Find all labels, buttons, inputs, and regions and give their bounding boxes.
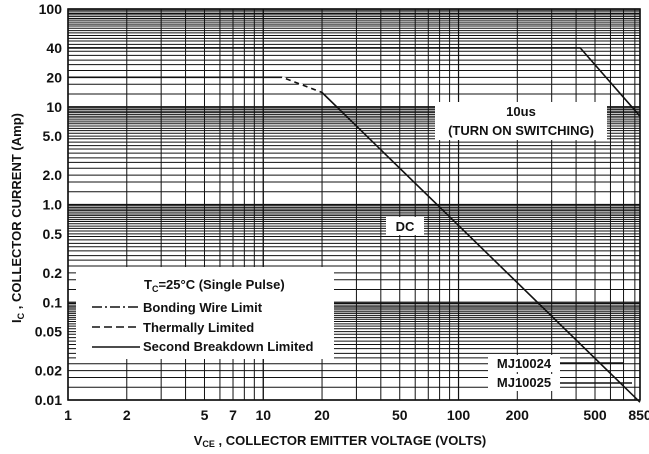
x-tick-label: 1	[64, 407, 72, 423]
thermal-limit-dash-overlay	[281, 76, 323, 94]
legend-title-main: T	[144, 277, 152, 292]
x-axis-title-main: V	[194, 433, 203, 448]
y-tick-label: 0.2	[43, 265, 63, 281]
pulse-label-line1: 10us	[506, 104, 536, 119]
mj10025-label-bg	[488, 374, 560, 391]
x-axis-title: VCE , COLLECTOR EMITTER VOLTAGE (VOLTS)	[194, 433, 487, 449]
legend-label-bonding: Bonding Wire Limit	[143, 300, 263, 315]
y-tick-label: 0.05	[35, 324, 62, 340]
y-tick-label: 2.0	[43, 167, 63, 183]
y-axis-title-sub: C	[16, 312, 26, 319]
x-tick-label: 20	[314, 407, 330, 423]
tick-labels: 1 2 5 7 10 20 50 100 200 500 850 100 40 20 10 5.0 2.0 1.0…	[35, 1, 649, 423]
x-tick-label: 5	[201, 407, 209, 423]
x-axis-title-rest: , COLLECTOR EMITTER VOLTAGE (VOLTS)	[215, 433, 486, 448]
y-tick-label: 1.0	[43, 197, 63, 213]
y-tick-label: 10	[46, 99, 62, 115]
mj10024-label-bg	[488, 355, 560, 372]
x-tick-label: 200	[506, 407, 530, 423]
y-tick-label: 100	[39, 1, 63, 17]
x-tick-label: 50	[392, 407, 408, 423]
legend-title-sub: C	[152, 284, 159, 294]
y-axis-title: IC , COLLECTOR CURRENT (Amp)	[9, 113, 26, 323]
y-tick-label: 0.02	[35, 363, 62, 379]
x-tick-label: 100	[447, 407, 471, 423]
x-axis-title-sub: CE	[202, 439, 215, 449]
legend-title: TC=25°C (Single Pulse)	[144, 277, 285, 294]
y-tick-label: 5.0	[43, 128, 63, 144]
y-tick-label: 0.5	[43, 226, 63, 242]
y-tick-label: 20	[46, 69, 62, 85]
plot-frame	[67, 8, 641, 401]
x-tick-label: 500	[583, 407, 607, 423]
dc-label-bg	[386, 217, 424, 235]
x-tick-label: 2	[123, 407, 131, 423]
legend-box	[76, 267, 334, 359]
legend-label-secondary: Second Breakdown Limited	[143, 339, 314, 354]
series-line-10us	[68, 47, 641, 117]
y-axis-title-main: I	[9, 319, 24, 323]
y-tick-label: 0.01	[35, 392, 62, 408]
pulse-label-line2: (TURN ON SWITCHING)	[448, 123, 594, 138]
mj10024-label: MJ10024	[497, 356, 552, 371]
y-axis-title-rest: , COLLECTOR CURRENT (Amp)	[9, 113, 24, 313]
y-tick-label: 0.1	[43, 294, 63, 310]
mj10025-label: MJ10025	[497, 375, 551, 390]
x-tick-label: 7	[229, 407, 237, 423]
dc-label: DC	[396, 219, 415, 234]
legend: TC=25°C (Single Pulse) Bonding Wire Limi…	[76, 267, 334, 359]
pulse-label-bg	[435, 102, 607, 140]
x-tick-label: 850	[628, 407, 649, 423]
series-layer	[68, 47, 641, 403]
legend-title-rest: =25°C (Single Pulse)	[158, 277, 284, 292]
y-tick-label: 40	[46, 40, 62, 56]
legend-label-thermal: Thermally Limited	[143, 320, 254, 335]
x-tick-label: 10	[255, 407, 271, 423]
